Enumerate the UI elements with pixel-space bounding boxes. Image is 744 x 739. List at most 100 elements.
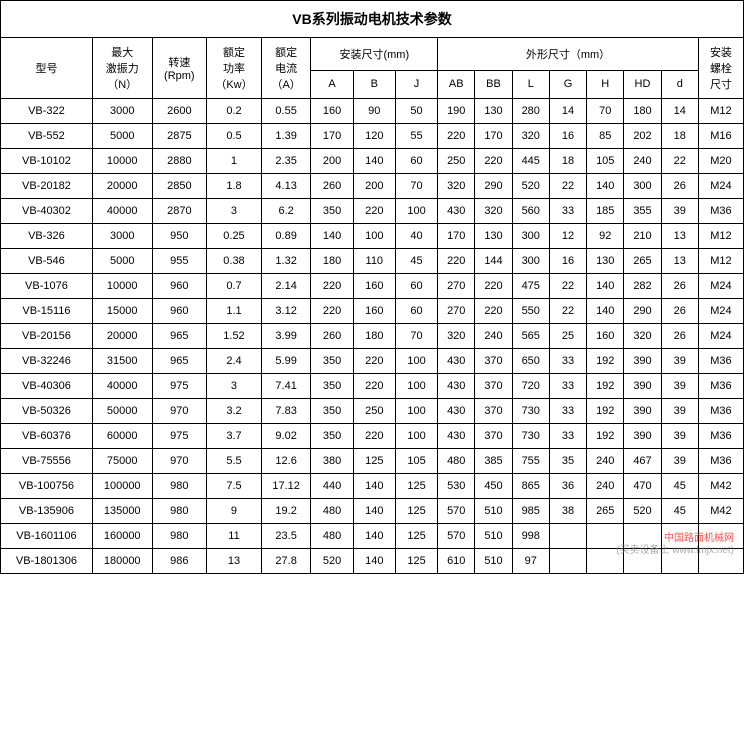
table-cell-B: 250 [353,399,395,424]
table-cell-AB: 480 [438,449,475,474]
table-cell-current: 4.13 [261,174,311,199]
table-cell-force: 31500 [92,349,152,374]
table-cell-BB: 220 [475,299,512,324]
table-cell-current: 3.99 [261,324,311,349]
table-cell-power: 3.2 [207,399,262,424]
table-cell-bolt: M12 [698,249,743,274]
table-cell-J: 125 [395,524,437,549]
table-cell-BB: 290 [475,174,512,199]
table-cell-power: 3.7 [207,424,262,449]
col-speed-header: 转速 (Rpm) [152,38,207,99]
col-AB-header: AB [438,70,475,98]
table-cell-G: 25 [549,324,586,349]
table-cell-d: 13 [661,249,698,274]
table-cell-J: 55 [395,124,437,149]
col-A-header: A [311,70,353,98]
table-cell-A: 220 [311,274,353,299]
table-cell-BB: 385 [475,449,512,474]
table-cell-G: 35 [549,449,586,474]
table-cell-J: 70 [395,174,437,199]
table-cell-HD: 467 [624,449,661,474]
table-cell-model: VB-15116 [1,299,93,324]
table-cell-AB: 530 [438,474,475,499]
table-cell-HD: 290 [624,299,661,324]
table-cell-H: 192 [587,349,624,374]
table-cell-A: 350 [311,374,353,399]
table-cell-model: VB-32246 [1,349,93,374]
table-cell-L: 720 [512,374,549,399]
table-cell-HD: 390 [624,349,661,374]
table-cell-force: 75000 [92,449,152,474]
table-cell-model: VB-1601106 [1,524,93,549]
table-cell-L: 445 [512,149,549,174]
table-cell-force: 20000 [92,324,152,349]
table-cell-HD: 390 [624,374,661,399]
table-cell-power: 3 [207,374,262,399]
table-cell-bolt: M16 [698,124,743,149]
col-force-header: 最大 激振力 （N） [92,38,152,99]
table-cell-J: 100 [395,199,437,224]
table-cell-speed: 2880 [152,149,207,174]
table-cell-B: 125 [353,449,395,474]
table-cell-AB: 430 [438,349,475,374]
table-cell-A: 480 [311,499,353,524]
table-cell-bolt: M24 [698,274,743,299]
table-cell-A: 440 [311,474,353,499]
table-row: VB-75556750009705.512.638012510548038575… [1,449,744,474]
table-row: VB-1007561000009807.517.1244014012553045… [1,474,744,499]
table-cell-A: 260 [311,324,353,349]
table-cell-A: 520 [311,549,353,574]
table-cell-H: 192 [587,399,624,424]
table-cell-d: 39 [661,374,698,399]
table-row: VB-16011061600009801123.5480140125570510… [1,524,744,549]
table-cell-force: 5000 [92,124,152,149]
table-cell-speed: 980 [152,524,207,549]
table-cell-current: 7.41 [261,374,311,399]
table-cell-G: 33 [549,399,586,424]
table-cell-force: 5000 [92,249,152,274]
table-cell-force: 10000 [92,149,152,174]
table-row: VB-1076100009600.72.14220160602702204752… [1,274,744,299]
table-cell-bolt: M42 [698,499,743,524]
table-cell-force: 180000 [92,549,152,574]
table-cell-B: 160 [353,274,395,299]
table-cell-L: 650 [512,349,549,374]
table-cell-HD: 265 [624,249,661,274]
table-cell-AB: 320 [438,324,475,349]
table-cell-power: 11 [207,524,262,549]
table-cell-bolt: M36 [698,349,743,374]
table-cell-current: 5.99 [261,349,311,374]
table-cell-B: 110 [353,249,395,274]
table-cell-J: 125 [395,549,437,574]
table-row: VB-18013061800009861327.8520140125610510… [1,549,744,574]
table-cell-speed: 970 [152,449,207,474]
table-cell-H: 105 [587,149,624,174]
table-cell-d: 26 [661,174,698,199]
table-cell-L: 97 [512,549,549,574]
table-cell-A: 220 [311,299,353,324]
table-cell-current: 6.2 [261,199,311,224]
table-cell-d: 26 [661,324,698,349]
table-cell-AB: 610 [438,549,475,574]
table-cell-L: 300 [512,224,549,249]
table-cell-A: 350 [311,349,353,374]
table-cell-L: 865 [512,474,549,499]
col-H-header: H [587,70,624,98]
table-cell-force: 160000 [92,524,152,549]
table-cell-G: 16 [549,124,586,149]
table-cell-d: 45 [661,499,698,524]
table-cell-force: 40000 [92,199,152,224]
table-cell-power: 2.4 [207,349,262,374]
table-cell-BB: 370 [475,399,512,424]
table-cell-G: 22 [549,174,586,199]
table-cell-power: 5.5 [207,449,262,474]
table-cell-H: 240 [587,449,624,474]
table-cell-G: 18 [549,149,586,174]
table-cell-H: 85 [587,124,624,149]
table-cell-model: VB-40302 [1,199,93,224]
table-cell-B: 160 [353,299,395,324]
table-cell-current: 0.55 [261,99,311,124]
table-cell-J: 45 [395,249,437,274]
table-cell-B: 140 [353,549,395,574]
table-cell-d: 45 [661,474,698,499]
